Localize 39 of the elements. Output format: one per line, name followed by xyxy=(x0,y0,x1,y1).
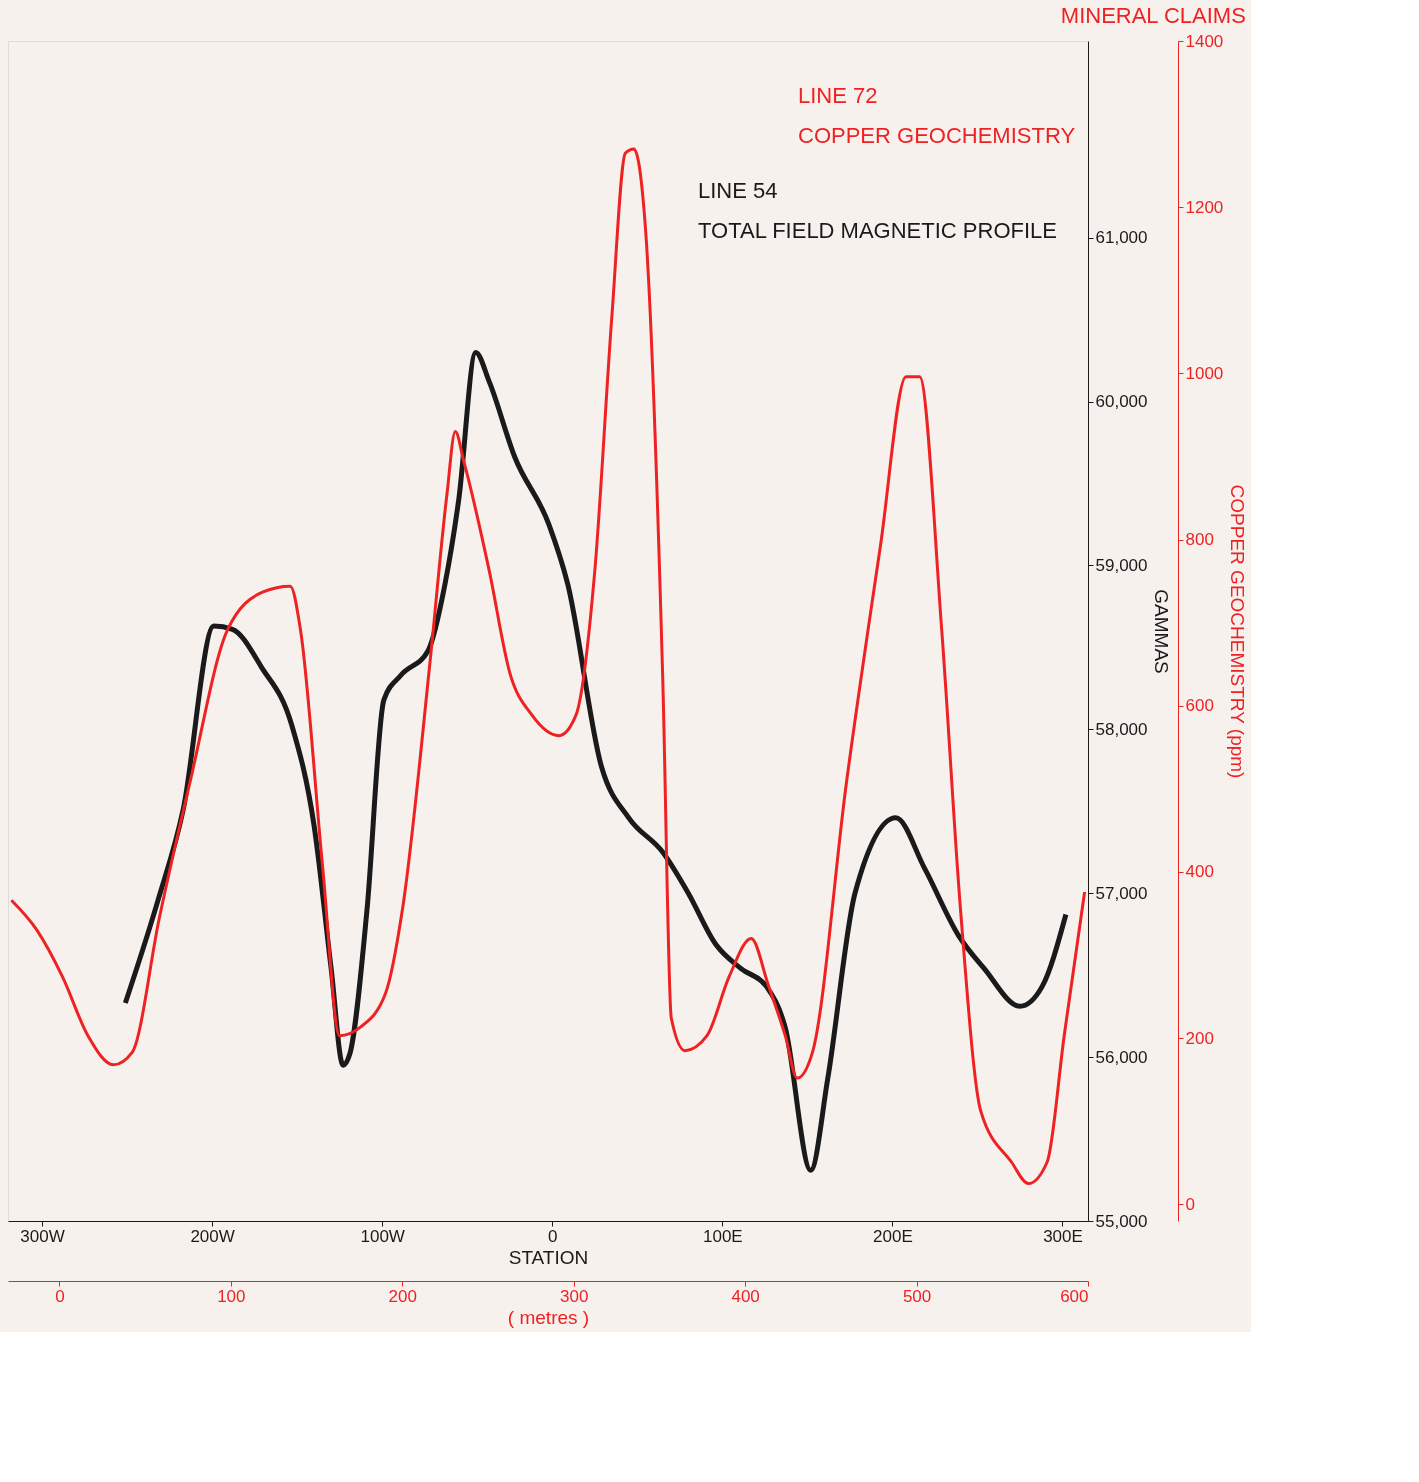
y-tick-label: 61,000 xyxy=(1095,228,1148,248)
y-tick-label: 58,000 xyxy=(1095,719,1148,739)
x-tick-label: 200E xyxy=(873,1226,913,1246)
y-tick-label: 57,000 xyxy=(1095,883,1148,903)
annotation: COPPER GEOCHEMISTRY xyxy=(798,123,1076,148)
x-axis-title: STATION xyxy=(508,1246,589,1268)
x2-tick-label: 0 xyxy=(55,1286,65,1306)
y-tick-label: 56,000 xyxy=(1095,1047,1148,1067)
y2-tick-label: 600 xyxy=(1185,696,1214,716)
x-tick-label: 0 xyxy=(548,1226,558,1246)
y-axis-title: GAMMAS xyxy=(1151,589,1173,674)
y2-axis-title: COPPER GEOCHEMISTRY (ppm) xyxy=(1227,484,1249,779)
y2-tick-label: 800 xyxy=(1185,530,1214,550)
line-series xyxy=(9,147,1087,1186)
x2-axis-title: ( metres ) xyxy=(507,1306,590,1328)
x2-tick-label: 100 xyxy=(217,1286,246,1306)
x-tick-label: 200W xyxy=(190,1226,235,1246)
x2-tick-label: 400 xyxy=(731,1286,760,1306)
y2-tick-label: 1400 xyxy=(1185,31,1224,51)
x2-tick-label: 200 xyxy=(388,1286,417,1306)
x-tick-label: 300W xyxy=(20,1226,65,1246)
text: LINE 72 xyxy=(798,83,878,108)
x2-tick-label: 600 xyxy=(1060,1286,1089,1306)
x-tick-label: 300E xyxy=(1043,1226,1083,1246)
y2-tick-label: 1200 xyxy=(1185,197,1224,217)
x2-tick-label: 300 xyxy=(560,1286,589,1306)
text: MINERAL CLAIMS xyxy=(1060,3,1246,28)
y2-tick-label: 0 xyxy=(1185,1194,1195,1214)
y2-tick-label: 400 xyxy=(1185,862,1214,882)
y-tick-label: 59,000 xyxy=(1095,555,1148,575)
y2-tick-label: 1000 xyxy=(1185,363,1224,383)
x-tick-label: 100W xyxy=(360,1226,405,1246)
y-tick-label: 60,000 xyxy=(1095,392,1148,412)
x2-tick-label: 500 xyxy=(902,1286,932,1306)
annotation: TOTAL FIELD MAGNETIC PROFILE xyxy=(698,218,1057,243)
text: LINE 54 xyxy=(698,178,778,203)
y-tick-label: 55,000 xyxy=(1095,1211,1148,1231)
x-tick-label: 100E xyxy=(702,1226,743,1246)
y2-tick-label: 200 xyxy=(1185,1028,1214,1048)
